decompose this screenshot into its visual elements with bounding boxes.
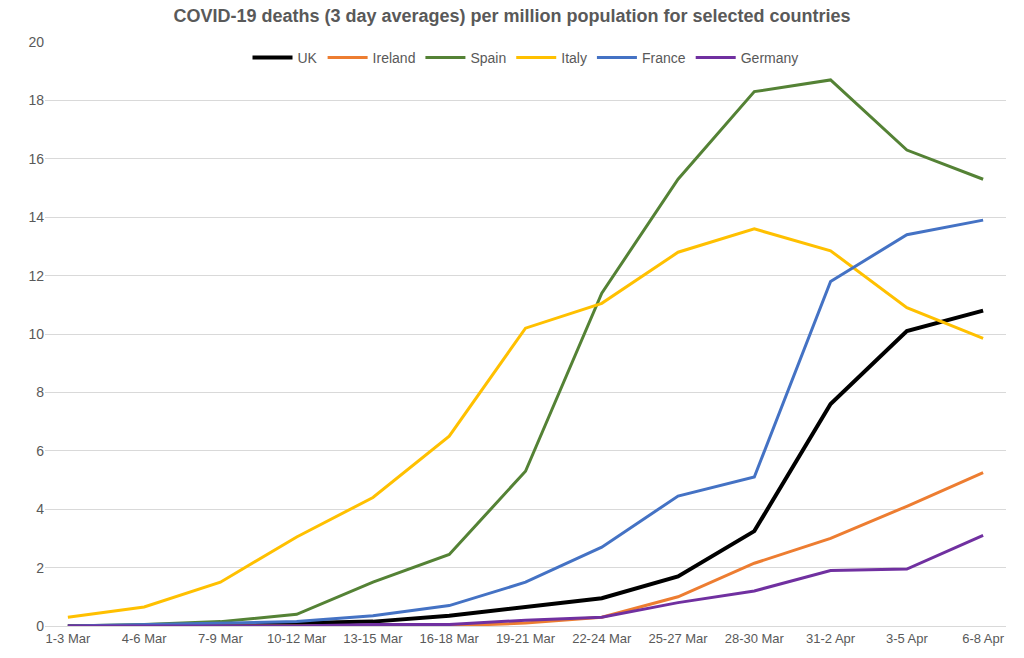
svg-text:16-18 Mar: 16-18 Mar: [420, 631, 480, 646]
svg-text:Italy: Italy: [561, 50, 587, 66]
svg-text:France: France: [642, 50, 686, 66]
svg-text:0: 0: [36, 618, 44, 634]
svg-text:4: 4: [36, 501, 44, 517]
svg-text:2: 2: [36, 560, 44, 576]
svg-text:COVID-19 deaths (3 day average: COVID-19 deaths (3 day averages) per mil…: [173, 6, 850, 26]
svg-text:16: 16: [28, 151, 44, 167]
svg-text:6-8 Apr: 6-8 Apr: [962, 631, 1005, 646]
svg-text:20: 20: [28, 34, 44, 50]
svg-text:13-15 Mar: 13-15 Mar: [343, 631, 403, 646]
svg-text:4-6 Mar: 4-6 Mar: [122, 631, 167, 646]
svg-text:UK: UK: [298, 50, 318, 66]
svg-text:7-9 Mar: 7-9 Mar: [198, 631, 243, 646]
svg-text:Germany: Germany: [741, 50, 799, 66]
svg-text:25-27 Mar: 25-27 Mar: [648, 631, 708, 646]
svg-text:Ireland: Ireland: [373, 50, 416, 66]
svg-text:3-5 Apr: 3-5 Apr: [886, 631, 929, 646]
svg-text:1-3 Mar: 1-3 Mar: [45, 631, 90, 646]
svg-text:22-24 Mar: 22-24 Mar: [572, 631, 632, 646]
svg-text:19-21 Mar: 19-21 Mar: [496, 631, 556, 646]
svg-text:28-30 Mar: 28-30 Mar: [725, 631, 785, 646]
svg-text:10: 10: [28, 326, 44, 342]
svg-text:12: 12: [28, 268, 44, 284]
svg-text:8: 8: [36, 384, 44, 400]
svg-text:Spain: Spain: [470, 50, 506, 66]
svg-text:31-2 Apr: 31-2 Apr: [806, 631, 856, 646]
svg-text:10-12 Mar: 10-12 Mar: [267, 631, 327, 646]
svg-text:14: 14: [28, 209, 44, 225]
svg-text:18: 18: [28, 92, 44, 108]
svg-text:6: 6: [36, 443, 44, 459]
